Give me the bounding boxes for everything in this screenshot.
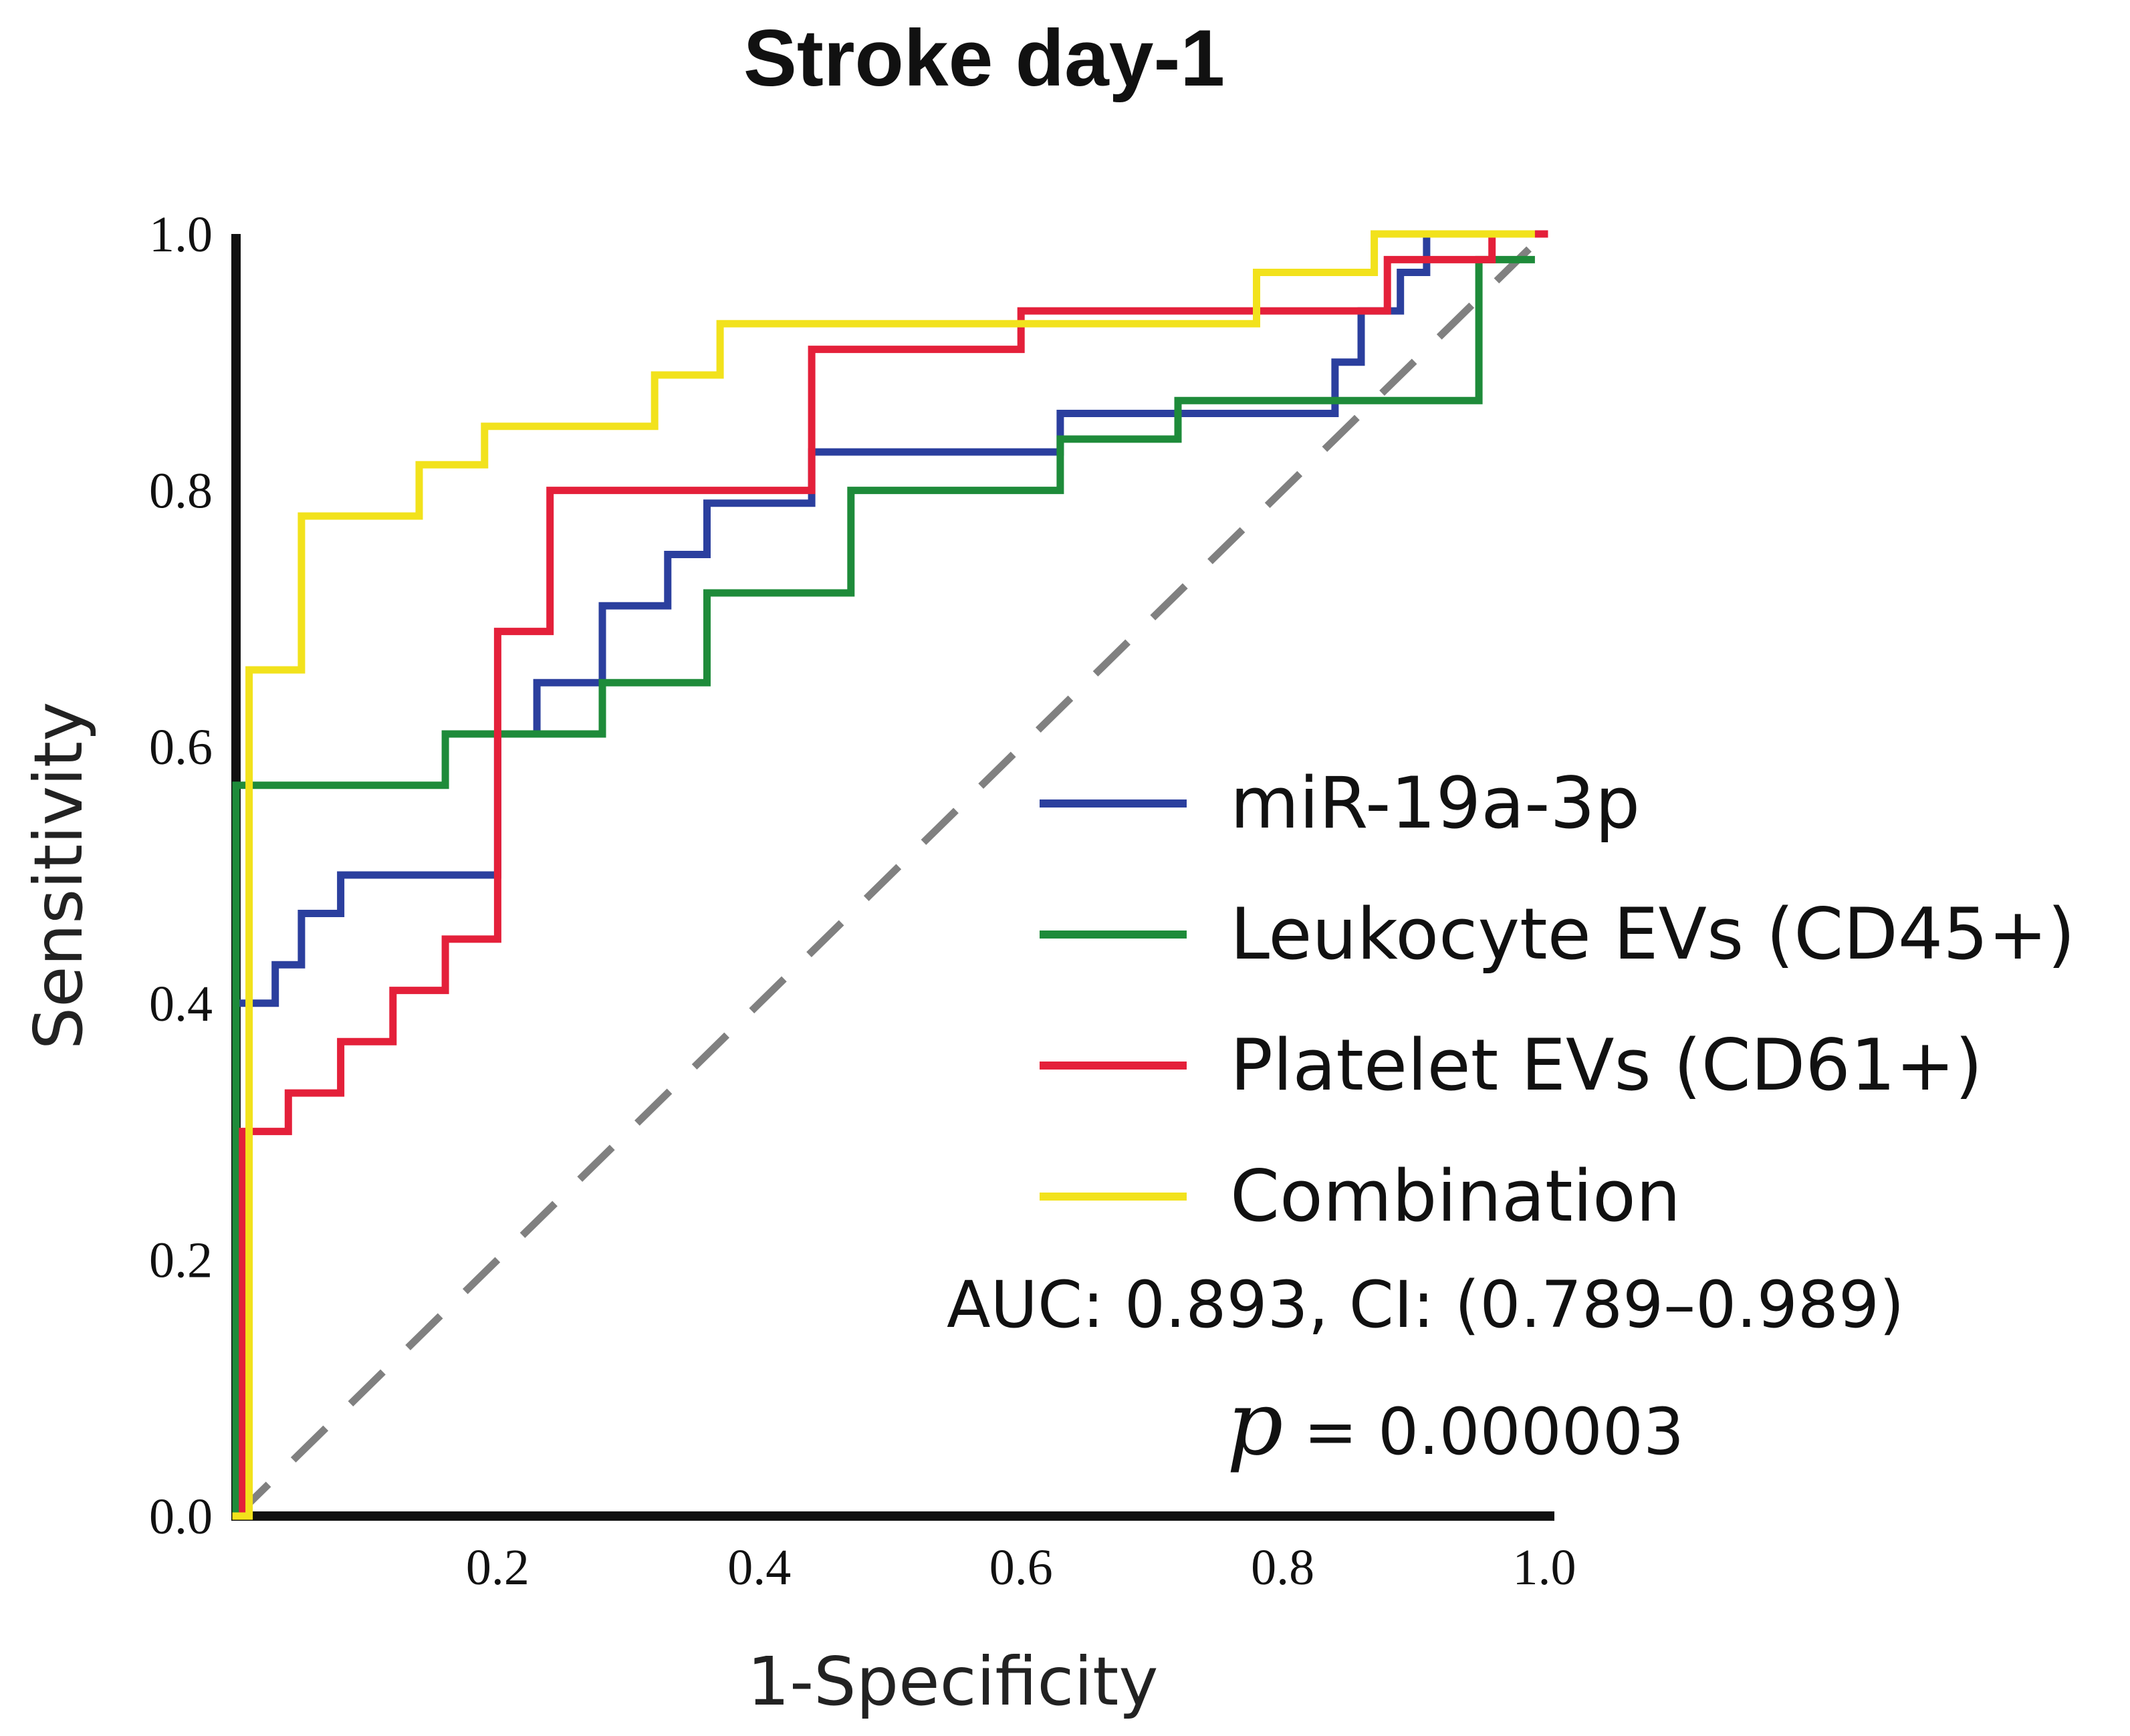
series-line-leukocyte-evs-cd45 xyxy=(232,255,1535,1520)
series-layer xyxy=(232,230,1548,1520)
p-value-annotation: = 0.000003 xyxy=(1304,1394,1684,1469)
series-line-combination xyxy=(232,230,1535,1520)
y-axis-label: Sensitivity xyxy=(19,702,98,1050)
x-tick-label: 0.4 xyxy=(727,1539,791,1596)
y-tick-label: 0.4 xyxy=(149,976,213,1032)
plot-area xyxy=(231,230,1554,1521)
x-tick-label: 1.0 xyxy=(1513,1539,1576,1596)
legend-label-combination: Combination xyxy=(1230,1155,1681,1237)
legend-label-platelet-evs-cd61: Platelet EVs (CD61+) xyxy=(1230,1024,1982,1106)
x-axis-label: 1-Specificity xyxy=(747,1642,1158,1721)
y-tick-labels: 0.0 0.2 0.4 0.6 0.8 1.0 xyxy=(149,207,213,1545)
y-tick-label: 0.0 xyxy=(149,1489,213,1545)
reference-diagonal xyxy=(233,231,1547,1519)
legend-label-leukocyte-evs-cd45: Leukocyte EVs (CD45+) xyxy=(1230,893,2075,975)
y-tick-label: 1.0 xyxy=(149,207,213,263)
x-tick-label: 0.2 xyxy=(466,1539,529,1596)
series-line-platelet-evs-cd61 xyxy=(232,230,1548,1520)
auc-annotation: AUC: 0.893, CI: (0.789–0.989) xyxy=(947,1267,1904,1342)
legend: miR-19a-3p Leukocyte EVs (CD45+) Platelet … xyxy=(1040,762,2075,1237)
y-tick-label: 0.2 xyxy=(149,1232,213,1288)
legend-label-mir-19a-3p: miR-19a-3p xyxy=(1230,762,1640,844)
x-tick-label: 0.6 xyxy=(989,1539,1053,1596)
p-symbol: p xyxy=(1227,1372,1284,1475)
x-tick-labels: 0.2 0.4 0.6 0.8 1.0 xyxy=(466,1539,1576,1596)
y-tick-label: 0.8 xyxy=(149,463,213,519)
x-tick-label: 0.8 xyxy=(1251,1539,1314,1596)
reference-layer xyxy=(233,231,1547,1519)
chart-title: Stroke day-1 xyxy=(743,13,1225,103)
y-tick-label: 0.6 xyxy=(149,719,213,775)
series-line-mir-19a-3p xyxy=(232,230,1535,1520)
